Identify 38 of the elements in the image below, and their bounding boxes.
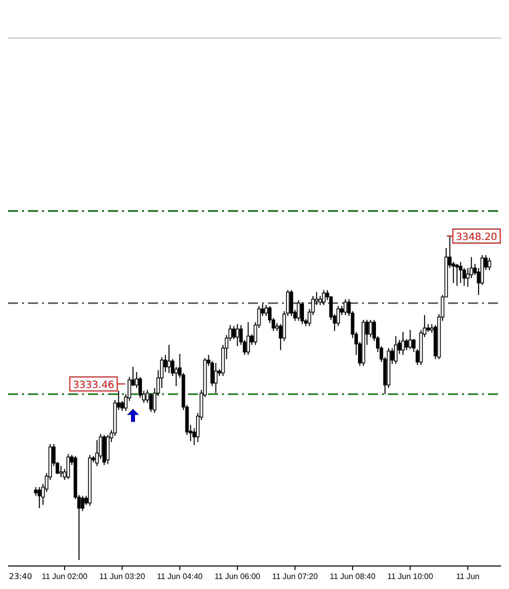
candlestick: [167, 344, 171, 374]
candlestick: [455, 263, 459, 286]
candlestick: [408, 329, 412, 350]
candlestick: [106, 434, 110, 465]
candlestick: [318, 295, 322, 306]
x-tick-label: 11 Jun 07:20: [272, 572, 318, 581]
candlestick: [404, 338, 408, 351]
candlestick: [336, 305, 340, 327]
candlestick: [80, 495, 84, 512]
candlestick: [264, 304, 268, 317]
candlestick: [401, 331, 405, 356]
candlestick: [488, 258, 492, 271]
candlestick: [322, 290, 326, 306]
candlestick: [290, 290, 294, 317]
candlestick: [149, 392, 153, 412]
candlestick: [368, 319, 372, 338]
candlestick: [296, 300, 300, 322]
x-tick-label: 11 Jun 04:40: [156, 572, 204, 581]
x-tick-label: 11 Jun 06:00: [214, 572, 261, 581]
annotation: 3348.20: [456, 232, 498, 243]
text: 23:40: [9, 572, 32, 581]
x-tick-label: 11 Jun 02:00: [42, 572, 88, 581]
candlestick: [59, 466, 63, 478]
x-tick-label: 11 Jun: [456, 572, 480, 581]
x-tick-label: 11 Jun 10:00: [387, 572, 434, 581]
candlestick: [38, 486, 42, 509]
candlestick: [246, 322, 250, 356]
candlestick: [300, 302, 304, 325]
candlestick: [232, 326, 236, 340]
candlestick: [236, 324, 240, 347]
candlestick: [344, 298, 348, 316]
x-tick-label: 11 Jun 08:40: [330, 572, 376, 581]
candlestick: [458, 261, 462, 284]
annotation: 3333.46: [72, 380, 114, 391]
candlestick: [214, 362, 218, 394]
candlestick: [66, 454, 70, 480]
x-tick-label: 11 Jun 03:20: [99, 572, 146, 581]
candlestick: [394, 336, 398, 364]
